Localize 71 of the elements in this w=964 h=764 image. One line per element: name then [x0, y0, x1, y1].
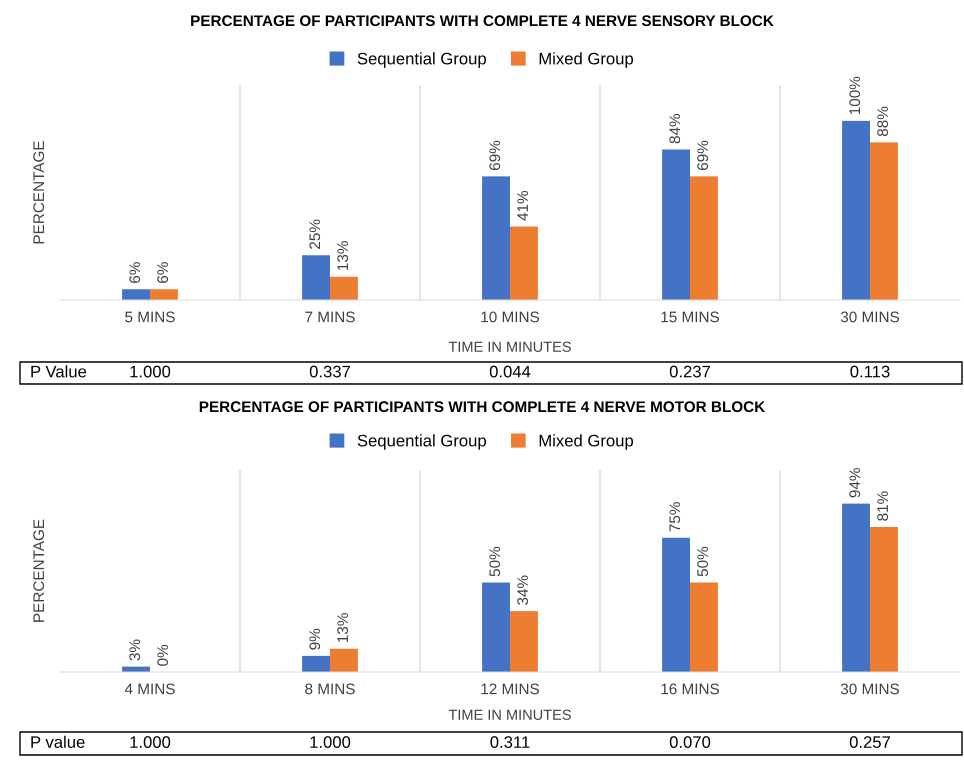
bar [482, 176, 510, 300]
x-axis-title: TIME IN MINUTES [448, 710, 571, 720]
bar [122, 666, 150, 672]
bar [842, 120, 870, 300]
text: 0.070 [670, 736, 710, 748]
data-label: 50% [697, 546, 708, 576]
data-label: 9% [309, 628, 320, 650]
bar [330, 276, 358, 300]
legend-label: Mixed Group [540, 52, 634, 68]
bar [510, 226, 538, 300]
y-axis-title: PERCENTAGE [33, 520, 44, 622]
text: 0.237 [670, 366, 710, 378]
text: P value [31, 736, 85, 748]
x-tick-label: 30 MINS [840, 684, 900, 694]
bar [870, 526, 898, 672]
legend-label: Sequential Group [358, 434, 486, 450]
text: 0.044 [490, 366, 530, 378]
data-label: 41% [517, 190, 528, 221]
text: 1.000 [130, 366, 170, 378]
data-label: 6% [157, 262, 168, 283]
data-label: 13% [337, 241, 348, 270]
x-axis-title: TIME IN MINUTES [448, 342, 571, 352]
text: 0.257 [850, 736, 890, 748]
legend-label: Sequential Group [358, 52, 486, 68]
chart-title: PERCENTAGE OF PARTICIPANTS WITH COMPLETE 4 NERVE MOTOR BLOCK [200, 401, 766, 412]
bar [150, 289, 178, 300]
data-label: 69% [697, 140, 708, 170]
data-label: 81% [877, 491, 888, 521]
data-label: 25% [309, 220, 320, 249]
chart-title: PERCENTAGE OF PARTICIPANTS WITH COMPLETE 4 NERVE SENSORY BLOCK [191, 15, 774, 26]
data-label: 6% [129, 262, 140, 283]
data-label: 3% [129, 640, 140, 660]
text: 0.337 [310, 366, 350, 378]
bar [302, 255, 330, 300]
x-tick-label: 8 MINS [305, 684, 355, 694]
data-label: 13% [337, 613, 348, 642]
bar [330, 648, 358, 672]
text: 0.311 [490, 736, 530, 748]
bar [690, 582, 718, 672]
text: 0.113 [850, 366, 890, 378]
bar [690, 176, 718, 300]
data-label: 75% [669, 502, 680, 532]
data-label: 94% [849, 468, 860, 498]
data-label: 50% [489, 546, 500, 576]
x-tick-label: 16 MINS [661, 684, 720, 694]
bar [510, 611, 538, 672]
bar [842, 504, 870, 672]
data-label: 84% [669, 114, 680, 144]
y-axis-title: PERCENTAGE [33, 141, 44, 244]
bar [122, 289, 150, 300]
legend-label: Mixed Group [540, 434, 634, 450]
data-label: 34% [517, 576, 528, 605]
bar [870, 142, 898, 300]
bar [482, 582, 510, 672]
data-label: 100% [849, 76, 860, 114]
data-label: 0% [157, 644, 168, 666]
x-tick-label: 4 MINS [124, 684, 175, 694]
text: P Value [31, 365, 86, 378]
x-tick-label: 7 MINS [305, 312, 355, 322]
x-tick-label: 30 MINS [840, 312, 900, 322]
text: 1.000 [130, 736, 170, 748]
bar [302, 656, 330, 672]
bar [662, 150, 690, 300]
x-tick-label: 5 MINS [125, 312, 175, 322]
x-tick-label: 12 MINS [481, 684, 540, 694]
bar [662, 538, 690, 672]
data-label: 69% [489, 140, 500, 170]
text: 1.000 [310, 736, 350, 748]
data-label: 88% [877, 106, 888, 136]
x-tick-label: 15 MINS [661, 312, 720, 322]
x-tick-label: 10 MINS [481, 312, 540, 322]
